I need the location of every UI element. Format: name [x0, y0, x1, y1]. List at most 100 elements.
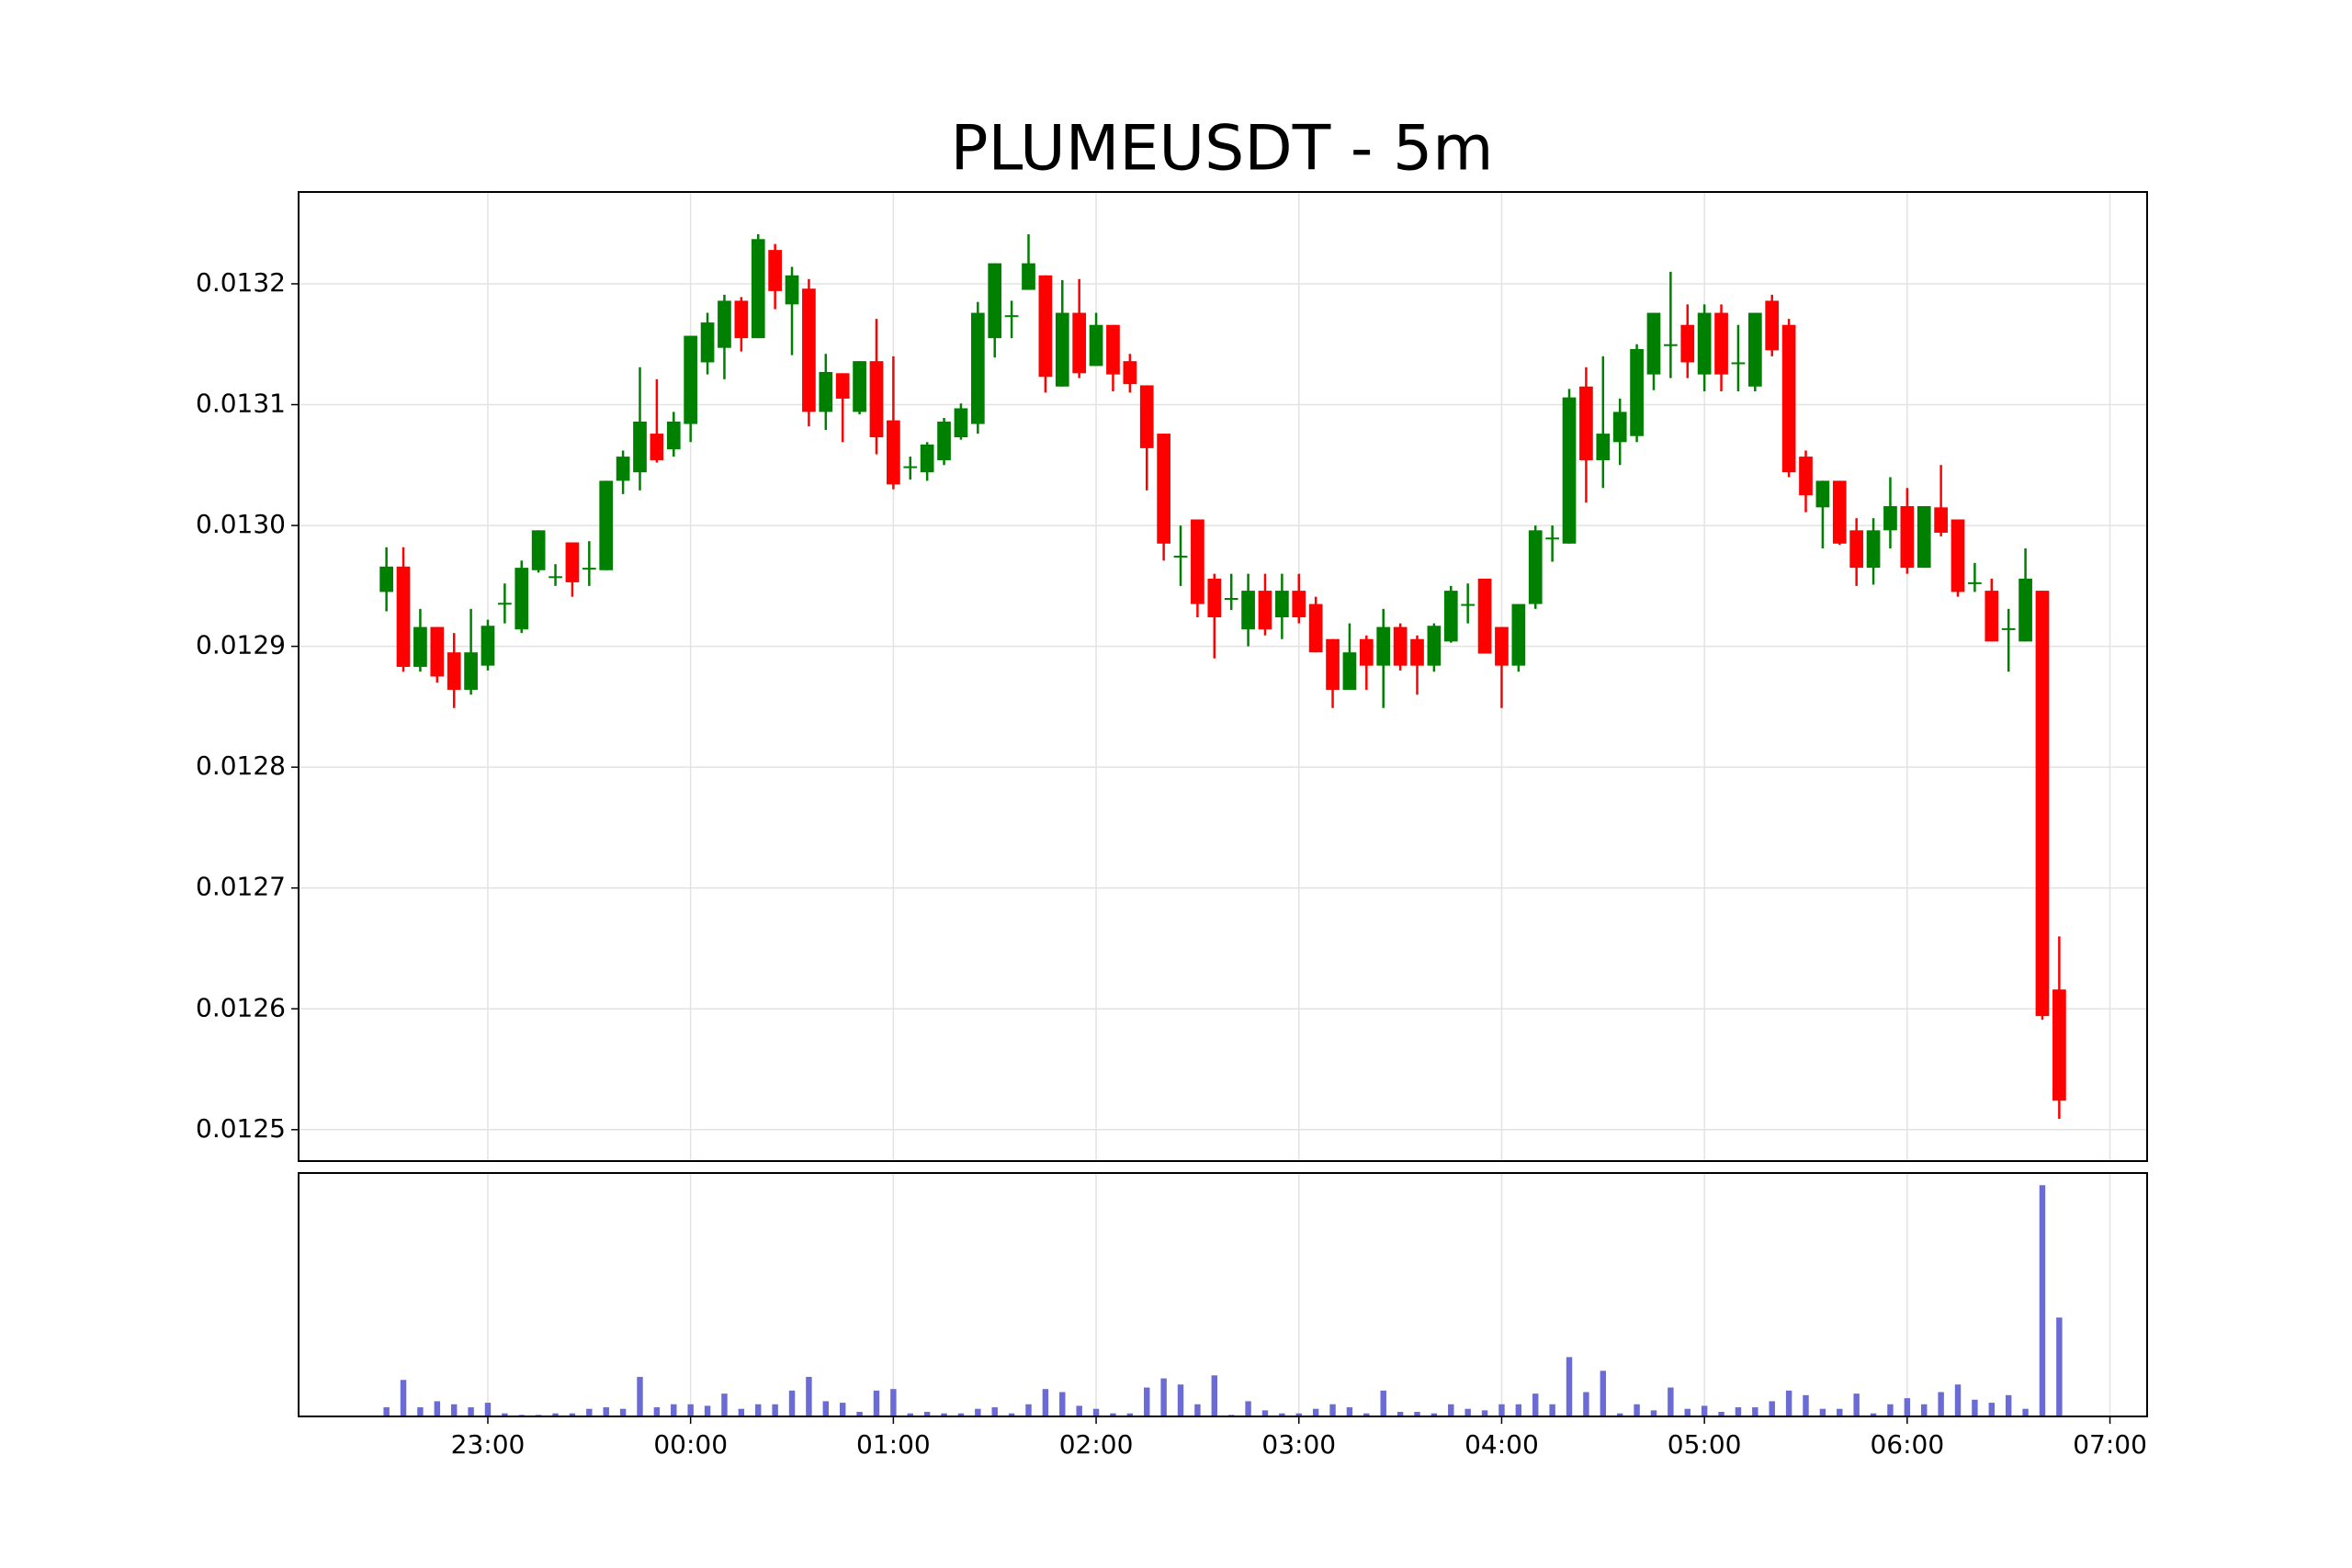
candle-body [1072, 312, 1087, 374]
volume-bar [1954, 1384, 1962, 1416]
x-tick-label: 03:00 [1261, 1429, 1336, 1460]
volume-bar [788, 1390, 796, 1416]
candle-body [2018, 578, 2032, 642]
volume-bar [1245, 1401, 1251, 1416]
volume-bar [619, 1408, 627, 1416]
candle-body [1139, 385, 1154, 448]
volume-bar [1785, 1390, 1792, 1416]
volume-bar [1295, 1413, 1302, 1416]
candle-body [1815, 480, 1830, 508]
candle-body [1106, 324, 1120, 375]
candle-body [1326, 638, 1340, 690]
volume-bar [484, 1403, 492, 1416]
candle-body [2035, 591, 2050, 1017]
candle-body [1376, 626, 1391, 666]
x-tick-label: 00:00 [653, 1429, 728, 1460]
candle-body [1410, 638, 1424, 666]
candle-body [1596, 434, 1611, 461]
candle-body [970, 312, 985, 424]
candle-body [2052, 989, 2066, 1101]
candle-body [1511, 604, 1526, 666]
candle-body [1022, 263, 1035, 290]
candle-body [379, 566, 393, 592]
candle-body [700, 322, 715, 363]
candle-body [853, 361, 866, 412]
volume-bar [383, 1407, 390, 1416]
volume-bar [1532, 1393, 1539, 1416]
volume-bar [975, 1408, 981, 1416]
candle-body [1089, 324, 1103, 367]
candle-body [937, 421, 951, 461]
y-tick-label: 0.0126 [196, 992, 286, 1022]
volume-bar [1464, 1408, 1471, 1416]
candle-body [1951, 519, 1965, 592]
candle-body [1224, 597, 1238, 600]
volume-bar [1194, 1404, 1201, 1416]
volume-bar [1396, 1412, 1404, 1416]
y-tick-label: 0.0128 [196, 750, 286, 781]
candle-body [1612, 412, 1627, 443]
volume-bar [1160, 1378, 1167, 1416]
candle-body [1714, 312, 1728, 375]
volume-bar [687, 1404, 694, 1416]
candle-body [1393, 626, 1408, 666]
volume-bar [1870, 1413, 1877, 1416]
volume-bar [1566, 1357, 1573, 1416]
volume-bar [637, 1376, 643, 1416]
candle-body [1495, 626, 1509, 666]
volume-bar [1583, 1392, 1589, 1416]
volume-bar [1769, 1401, 1775, 1416]
candle-body [869, 361, 884, 438]
candle-body [1173, 555, 1188, 558]
volume-bar [1904, 1398, 1911, 1416]
volume-bar [1346, 1407, 1353, 1416]
volume-bar [1430, 1413, 1438, 1416]
candle-body [1747, 312, 1762, 387]
candle-body [633, 421, 647, 473]
volume-bar [450, 1404, 458, 1416]
candle-body [1477, 578, 1492, 654]
volume-bar [552, 1413, 559, 1416]
volume-bar [890, 1389, 897, 1416]
candle-body [498, 603, 512, 605]
volume-bar [1853, 1393, 1860, 1416]
volume-bar [822, 1401, 830, 1416]
candle-body [413, 626, 427, 667]
volume-bar [1025, 1404, 1032, 1416]
x-tick-label: 23:00 [451, 1429, 526, 1460]
volume-bar [772, 1404, 778, 1416]
volume-bar [1887, 1404, 1894, 1416]
candle-body [1123, 361, 1137, 385]
volume-bar [1752, 1407, 1758, 1416]
candle-body [887, 420, 900, 485]
volume-bar [1921, 1404, 1928, 1416]
candle-body [1427, 626, 1442, 666]
volume-bar [704, 1405, 711, 1416]
candle-body [903, 466, 918, 468]
candle-body [785, 275, 799, 305]
volume-bar [671, 1404, 677, 1416]
volume-bar [1312, 1408, 1319, 1416]
volume-bar [1803, 1394, 1809, 1416]
candle-body [1292, 591, 1306, 618]
candle-body [1646, 312, 1661, 375]
volume-bar [1498, 1404, 1505, 1416]
volume-bar [1092, 1408, 1100, 1416]
volume-bar [1634, 1404, 1640, 1416]
volume-bar [1261, 1410, 1269, 1416]
volume-bar [957, 1413, 965, 1416]
candle-body [447, 652, 461, 690]
candle-body [1461, 604, 1476, 606]
volume-bar [468, 1407, 474, 1416]
candle-body [768, 250, 782, 291]
candle-body [1241, 591, 1255, 630]
candle-body [2001, 627, 2016, 630]
candle-body [582, 568, 596, 570]
volume-bar [1819, 1408, 1826, 1416]
volume-bar [2005, 1394, 2012, 1416]
volume-bar [1735, 1407, 1742, 1416]
volume-bar [1972, 1399, 1978, 1416]
candle-body [616, 457, 630, 481]
x-tick-label: 04:00 [1464, 1429, 1539, 1460]
volume-bar [1515, 1404, 1522, 1416]
